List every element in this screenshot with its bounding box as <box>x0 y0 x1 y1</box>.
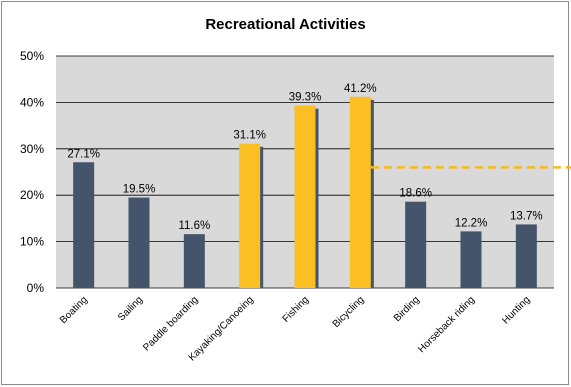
bar <box>239 143 261 288</box>
y-tick-label: 50% <box>20 49 44 63</box>
x-tick-label: Hunting <box>500 294 532 326</box>
data-label: 18.6% <box>399 188 432 200</box>
x-tick-label: Bicycling <box>331 294 367 330</box>
bar <box>294 105 316 288</box>
y-tick-label: 20% <box>20 188 44 202</box>
data-label: 27.1% <box>67 148 100 160</box>
bar <box>515 224 537 288</box>
y-tick-label: 10% <box>20 235 44 249</box>
data-label: 39.3% <box>289 92 322 104</box>
y-tick-label: 30% <box>20 142 44 156</box>
x-tick-label: Boating <box>58 294 90 326</box>
bar <box>460 231 482 288</box>
bar <box>128 197 150 288</box>
bar <box>183 234 205 288</box>
y-tick-label: 40% <box>20 95 44 109</box>
data-label: 41.2% <box>344 83 377 95</box>
data-label: 11.6% <box>178 220 210 232</box>
bar <box>405 201 427 288</box>
y-tick-label: 0% <box>27 281 45 295</box>
x-tick-label: Fishing <box>281 294 312 325</box>
x-tick-label: Birding <box>392 294 422 324</box>
bar <box>73 162 95 288</box>
x-tick-label: Horseback riding <box>416 294 477 355</box>
x-tick-label: Paddle boarding <box>141 294 200 353</box>
data-label: 12.2% <box>455 217 488 229</box>
bar <box>349 96 371 288</box>
data-label: 19.5% <box>123 184 156 196</box>
x-tick-label: Sailing <box>116 294 145 323</box>
chart-title: Recreational Activities <box>205 16 366 33</box>
data-label: 31.1% <box>233 130 266 142</box>
data-label: 13.7% <box>510 210 543 222</box>
